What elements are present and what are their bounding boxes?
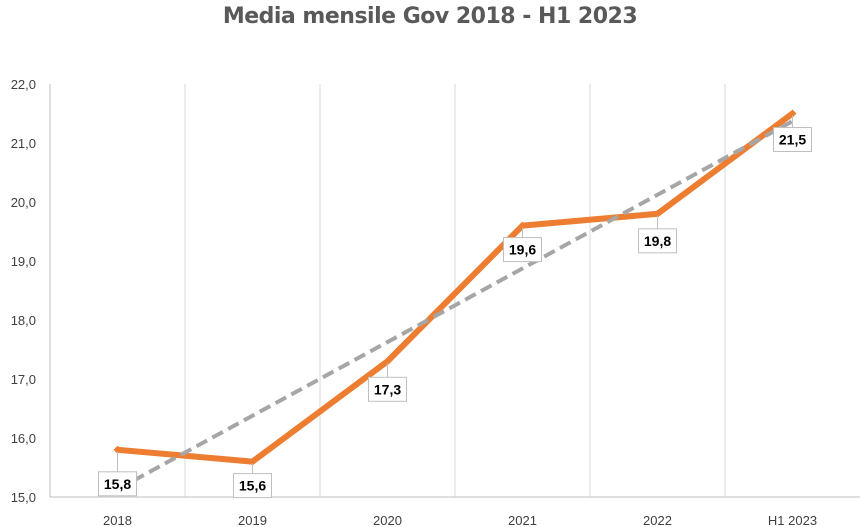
data-point [248, 457, 257, 466]
data-label-box [503, 237, 542, 263]
x-tick-label: 2021 [508, 513, 537, 527]
y-tick-label: 20,0 [11, 195, 36, 210]
y-tick-label: 21,0 [11, 136, 36, 151]
data-point [518, 221, 527, 230]
y-tick-label: 18,0 [11, 313, 36, 328]
data-label: 19,6 [509, 242, 536, 258]
data-label: 19,8 [644, 233, 671, 249]
data-label: 15,6 [239, 478, 266, 494]
y-tick-label: 19,0 [11, 254, 36, 269]
data-label-box [98, 471, 137, 497]
y-tick-label: 17,0 [11, 372, 36, 387]
chart-title: Media mensile Gov 2018 - H1 2023 [222, 4, 638, 29]
data-point [113, 445, 122, 454]
x-tick-label: 2019 [238, 513, 267, 527]
data-label: 21,5 [779, 132, 806, 148]
series-line [117, 111, 795, 465]
data-point [653, 209, 662, 218]
data-label-box [368, 376, 407, 402]
data-point [383, 357, 392, 366]
data-label-box [233, 473, 272, 499]
x-tick-label: 2022 [643, 513, 672, 527]
x-tick-label: H1 2023 [768, 513, 817, 527]
x-tick-label: 2020 [373, 513, 402, 527]
data-point [788, 109, 797, 118]
data-label: 17,3 [374, 381, 401, 397]
data-label-box [773, 127, 812, 152]
data-label-box [638, 228, 677, 254]
y-tick-label: 22,0 [11, 77, 36, 92]
y-tick-label: 15,0 [11, 490, 36, 505]
data-label: 15,8 [104, 476, 131, 492]
x-tick-label: 2018 [103, 513, 132, 527]
trendline [116, 119, 794, 492]
y-tick-label: 16,0 [11, 431, 36, 446]
